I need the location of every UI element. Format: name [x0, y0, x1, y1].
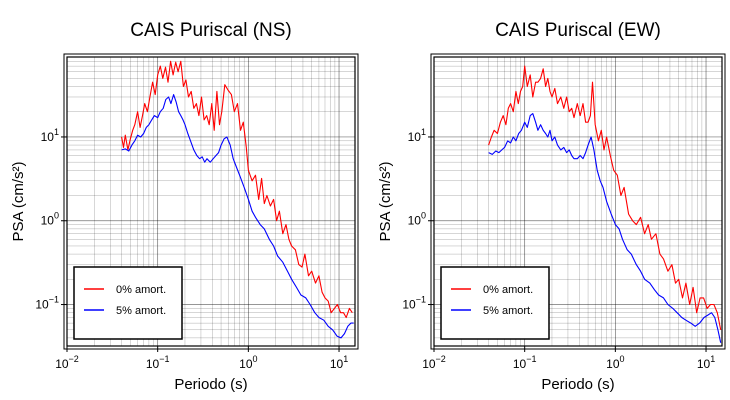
- x-tick-base: 10: [422, 357, 436, 371]
- x-tick-exponent: −2: [436, 354, 446, 364]
- legend: 0% amort. 5% amort.: [440, 266, 550, 340]
- y-tick-exponent: 0: [421, 211, 426, 221]
- y-tick-base: 10: [408, 130, 422, 144]
- x-tick-label: 10−1: [146, 354, 170, 371]
- x-tick-label: 10−2: [422, 354, 446, 371]
- y-tick-base: 10: [35, 298, 49, 312]
- y-tick-label: 10−1: [402, 295, 426, 312]
- x-tick-base: 10: [55, 357, 69, 371]
- y-tick-exponent: −1: [49, 295, 59, 305]
- x-tick-base: 10: [239, 357, 253, 371]
- chart-title: CAIS Puriscal (EW): [495, 20, 661, 41]
- series-line-damped: [488, 113, 722, 343]
- series-line-undamped: [488, 65, 722, 330]
- y-axis-label: PSA (cm/s²): [10, 161, 27, 241]
- y-tick-base: 10: [408, 214, 422, 228]
- legend-label: 5% amort.: [483, 305, 533, 317]
- x-tick-label: 10−1: [513, 354, 537, 371]
- y-tick-label: 101: [408, 127, 426, 144]
- y-tick-exponent: −1: [416, 295, 426, 305]
- legend-label: 0% amort.: [116, 284, 166, 296]
- chart-panel-1: CAIS Puriscal (NS)10−2 10−1 100 10110−11001…: [10, 20, 359, 393]
- x-tick-base: 10: [606, 357, 620, 371]
- x-tick-label: 101: [330, 354, 348, 371]
- x-tick-exponent: 1: [343, 354, 348, 364]
- series-line-undamped: [121, 60, 353, 319]
- y-tick-exponent: 0: [54, 211, 59, 221]
- x-tick-base: 10: [513, 357, 527, 371]
- y-tick-base: 10: [41, 130, 55, 144]
- plot-frame-outer: [430, 53, 726, 350]
- y-tick-base: 10: [402, 298, 416, 312]
- chart-title: CAIS Puriscal (NS): [130, 20, 292, 41]
- y-tick-exponent: 1: [421, 127, 426, 137]
- legend-box: [73, 266, 183, 340]
- plot-frame-outer: [63, 53, 359, 350]
- x-axis-label: Periodo (s): [174, 376, 247, 393]
- y-tick-label: 101: [41, 127, 59, 144]
- y-axis-label: PSA (cm/s²): [377, 161, 394, 241]
- x-tick-label: 10−2: [55, 354, 79, 371]
- y-tick-label: 100: [408, 211, 426, 228]
- plot-frame: [433, 56, 723, 347]
- x-tick-exponent: 1: [710, 354, 715, 364]
- legend-label: 5% amort.: [116, 305, 166, 317]
- x-axis-label: Periodo (s): [541, 376, 614, 393]
- chart-panel-2: CAIS Puriscal (EW)10−2 10−1 100 10110−11001…: [377, 20, 726, 393]
- x-tick-exponent: −2: [69, 354, 79, 364]
- plot-frame: [66, 56, 356, 347]
- x-tick-base: 10: [146, 357, 160, 371]
- x-tick-base: 10: [697, 357, 711, 371]
- x-tick-label: 101: [697, 354, 715, 371]
- x-tick-exponent: 0: [620, 354, 625, 364]
- x-tick-label: 100: [606, 354, 624, 371]
- series-line-damped: [121, 94, 354, 339]
- x-tick-exponent: −1: [159, 354, 169, 364]
- legend: 0% amort. 5% amort.: [73, 266, 183, 340]
- y-tick-exponent: 1: [54, 127, 59, 137]
- x-tick-label: 100: [239, 354, 257, 371]
- x-tick-exponent: −1: [526, 354, 536, 364]
- y-tick-label: 10−1: [35, 295, 59, 312]
- y-tick-base: 10: [41, 214, 55, 228]
- legend-label: 0% amort.: [483, 284, 533, 296]
- x-tick-exponent: 0: [253, 354, 258, 364]
- y-tick-label: 100: [41, 211, 59, 228]
- x-tick-base: 10: [330, 357, 344, 371]
- legend-box: [440, 266, 550, 340]
